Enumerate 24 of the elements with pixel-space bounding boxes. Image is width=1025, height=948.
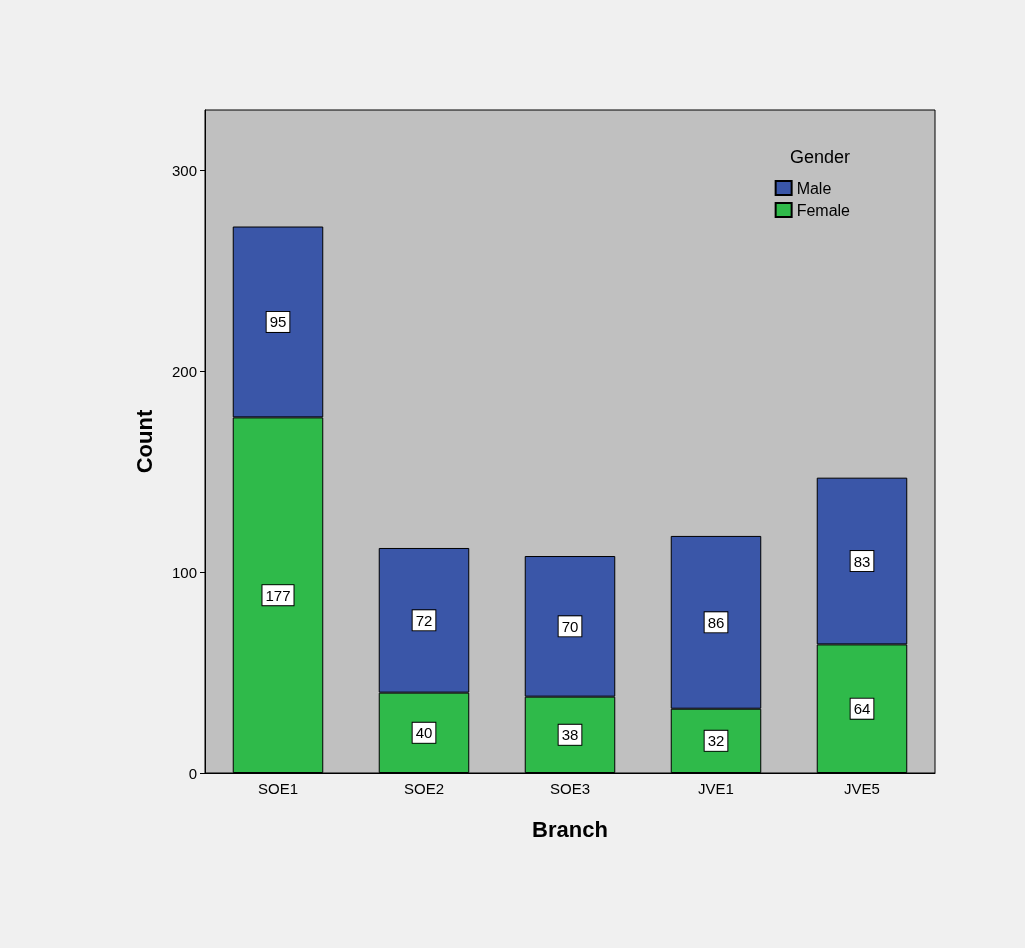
x-tick-label: SOE2 (403, 780, 445, 797)
legend-label: Female (796, 201, 851, 219)
x-tick-label: SOE3 (549, 780, 591, 797)
legend-label: Male (796, 179, 832, 197)
x-tick-label: JVE1 (698, 780, 734, 797)
data-label: 72 (415, 611, 433, 629)
data-label: 86 (707, 613, 725, 631)
data-label: 177 (265, 586, 291, 604)
y-tick-label: 300 (171, 161, 197, 179)
x-tick-label: SOE1 (257, 780, 299, 797)
y-tick-label: 200 (171, 362, 197, 380)
data-label: 32 (707, 732, 725, 750)
data-label: 64 (853, 700, 871, 718)
x-tick-label: JVE5 (844, 780, 880, 797)
data-label: 40 (415, 724, 433, 742)
x-axis-title: Branch (532, 816, 608, 842)
data-label: 38 (561, 726, 579, 744)
legend-title: Gender (789, 147, 851, 167)
y-axis-title: Count (131, 409, 157, 474)
data-label: 95 (269, 313, 287, 331)
y-tick-label: 100 (171, 563, 197, 581)
data-label: 70 (561, 617, 579, 635)
data-label: 83 (853, 552, 871, 570)
y-tick-label: 0 (188, 764, 197, 782)
